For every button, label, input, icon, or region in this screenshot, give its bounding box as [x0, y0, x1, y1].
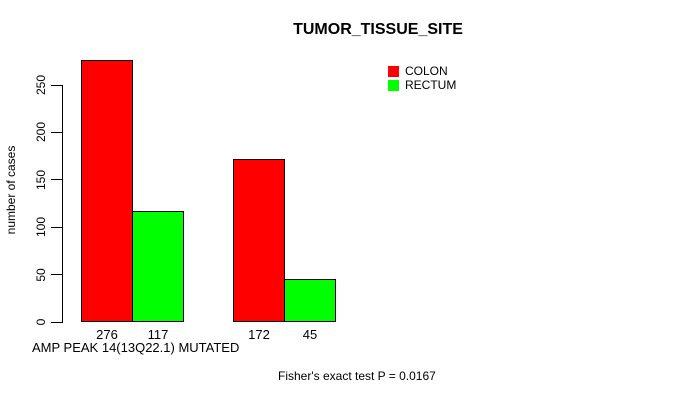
legend-swatch-colon [388, 65, 399, 77]
bar-rectum [284, 279, 336, 322]
chart-title: TUMOR_TISSUE_SITE [293, 21, 463, 38]
y-axis-tick [51, 274, 62, 276]
y-tick-label: 150 [34, 169, 48, 190]
x-axis-label: AMP PEAK 14(13Q22.1) MUTATED [32, 340, 240, 355]
y-axis-tick [51, 179, 62, 181]
bar-value-label: 45 [302, 327, 318, 342]
bar-colon [233, 158, 285, 322]
fisher-test-annotation: Fisher's exact test P = 0.0167 [278, 369, 436, 383]
y-axis-tick [51, 131, 62, 133]
y-axis-tick [51, 84, 62, 86]
y-axis-tick [51, 321, 62, 323]
bar-colon [81, 60, 133, 322]
y-tick-label: 250 [34, 74, 48, 96]
bar-value-label: 117 [147, 327, 169, 342]
y-tick-label: 50 [34, 267, 48, 282]
y-tick-label: 200 [34, 122, 48, 143]
legend-swatch-rectum [388, 79, 399, 91]
y-axis-label: number of cases [4, 145, 18, 235]
bar-value-label: 276 [96, 327, 118, 342]
legend-item-colon: COLON [388, 64, 456, 78]
legend-item-rectum: RECTUM [388, 78, 456, 92]
y-axis-line [62, 85, 63, 323]
y-axis-tick [51, 226, 62, 228]
y-tick-label: 100 [34, 217, 48, 238]
legend-label: COLON [405, 64, 448, 78]
legend-label: RECTUM [405, 78, 457, 92]
y-tick-label: 0 [34, 318, 48, 326]
bar-value-label: 172 [248, 327, 270, 342]
legend: COLON RECTUM [388, 64, 456, 92]
bar-rectum [132, 211, 184, 322]
